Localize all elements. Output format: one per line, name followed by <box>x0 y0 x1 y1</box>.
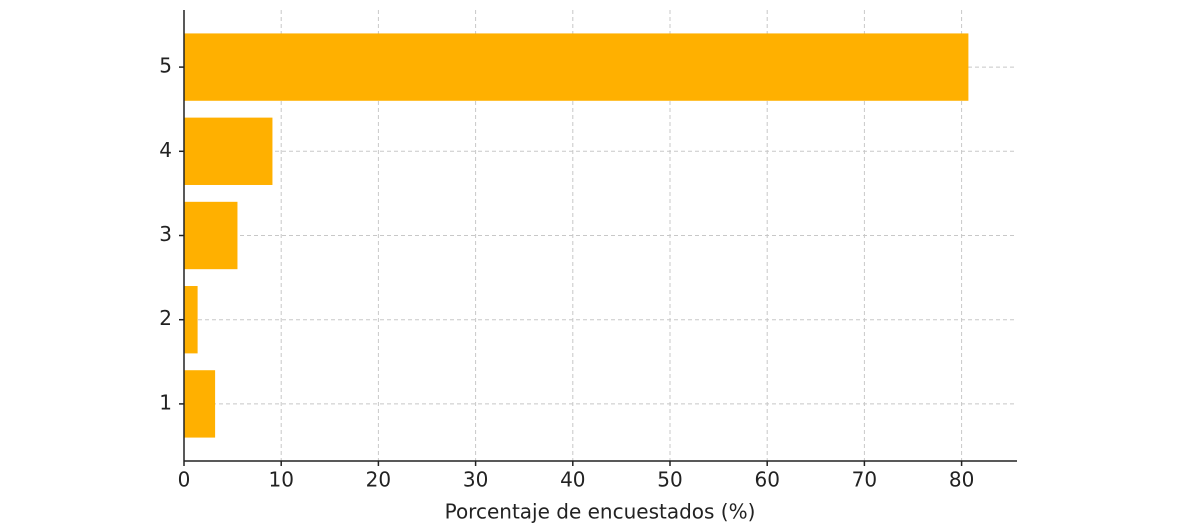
y-tick-label: 5 <box>159 54 172 78</box>
x-tick-label: 0 <box>178 468 191 492</box>
x-tick-label: 10 <box>268 468 293 492</box>
x-tick-label: 70 <box>852 468 877 492</box>
bar <box>184 201 238 270</box>
bar <box>184 117 273 185</box>
bar <box>184 370 216 438</box>
x-axis-label: Porcentaje de encuestados (%) <box>445 500 756 524</box>
x-tick-label: 30 <box>463 468 488 492</box>
x-tick-label: 40 <box>560 468 585 492</box>
y-tick-label: 1 <box>159 390 172 414</box>
x-tick-label: 20 <box>366 468 391 492</box>
bar <box>184 33 969 101</box>
x-tick-label: 60 <box>754 468 779 492</box>
y-tick-label: 2 <box>159 306 172 330</box>
y-tick-label: 3 <box>159 222 172 246</box>
x-tick-label: 50 <box>657 468 682 492</box>
x-tick-label: 80 <box>949 468 974 492</box>
y-tick-label: 4 <box>159 138 172 162</box>
bar <box>184 286 198 354</box>
